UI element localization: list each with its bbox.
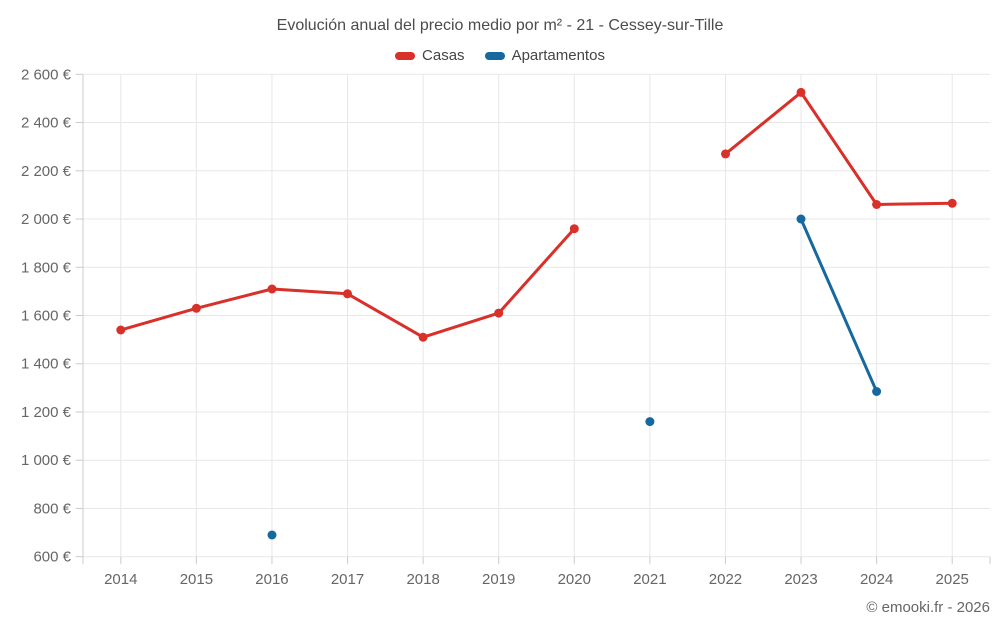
y-axis-label: 2 600 € bbox=[21, 66, 72, 83]
y-axis-label: 2 000 € bbox=[21, 211, 72, 228]
data-point-casas-2022[interactable] bbox=[721, 149, 730, 159]
casas-line bbox=[119, 90, 954, 339]
x-axis-label: 2016 bbox=[255, 571, 288, 588]
data-point-casas-2025[interactable] bbox=[947, 198, 957, 208]
y-axis-label: 1 600 € bbox=[21, 308, 72, 325]
data-point-casas-2020[interactable] bbox=[569, 224, 579, 234]
x-axis-label: 2015 bbox=[180, 571, 213, 588]
data-point-casas-2015[interactable] bbox=[191, 303, 201, 313]
data-point-casas-2014[interactable] bbox=[116, 325, 126, 335]
x-axis-label: 2018 bbox=[406, 571, 439, 588]
legend-label-casas: Casas bbox=[422, 47, 465, 64]
copyright-text: © emooki.fr - 2026 bbox=[866, 599, 990, 616]
legend-item-apartamentos[interactable]: Apartamentos bbox=[484, 47, 605, 64]
data-point-apartamentos-2021[interactable] bbox=[645, 417, 655, 427]
y-axis-label: 2 400 € bbox=[21, 115, 72, 132]
chart-title: Evolución anual del precio medio por m² … bbox=[276, 17, 724, 34]
y-axis-label: 1 800 € bbox=[21, 259, 72, 276]
x-axis-label: 2022 bbox=[709, 571, 742, 588]
data-point-apartamentos-2024[interactable] bbox=[872, 387, 882, 396]
legend-swatch-apartamentos-icon bbox=[484, 51, 505, 60]
apartamentos-line bbox=[799, 217, 879, 393]
data-point-casas-2019[interactable] bbox=[494, 308, 504, 318]
data-point-casas-2018[interactable] bbox=[418, 332, 428, 342]
data-point-casas-2016[interactable] bbox=[267, 284, 277, 294]
data-point-casas-2023[interactable] bbox=[796, 87, 806, 97]
legend-swatch-casas-icon bbox=[395, 51, 416, 60]
legend-label-apartamentos: Apartamentos bbox=[511, 47, 605, 64]
data-point-apartamentos-2023[interactable] bbox=[796, 214, 806, 224]
data-point-apartamentos-2016[interactable] bbox=[267, 530, 277, 540]
y-axis-label: 800 € bbox=[33, 500, 71, 517]
chart-legend: Casas Apartamentos bbox=[0, 47, 1000, 64]
y-axis-label: 1 000 € bbox=[21, 452, 72, 469]
x-axis-label: 2017 bbox=[331, 571, 364, 588]
x-axis-label: 2020 bbox=[558, 571, 591, 588]
y-axis-label: 600 € bbox=[33, 549, 71, 566]
y-axis-label: 1 400 € bbox=[21, 356, 72, 373]
x-axis-label: 2024 bbox=[860, 571, 893, 588]
y-axis-label: 1 200 € bbox=[21, 404, 72, 421]
x-axis-label: 2025 bbox=[936, 571, 969, 588]
x-axis-label: 2023 bbox=[784, 571, 817, 588]
x-axis-label: 2021 bbox=[633, 571, 666, 588]
data-point-casas-2017[interactable] bbox=[343, 289, 352, 299]
data-point-casas-2024[interactable] bbox=[872, 200, 882, 209]
x-axis-label: 2014 bbox=[104, 571, 137, 588]
y-axis-label: 2 200 € bbox=[21, 163, 72, 180]
legend-item-casas[interactable]: Casas bbox=[395, 47, 465, 64]
x-axis-label: 2019 bbox=[482, 571, 515, 588]
